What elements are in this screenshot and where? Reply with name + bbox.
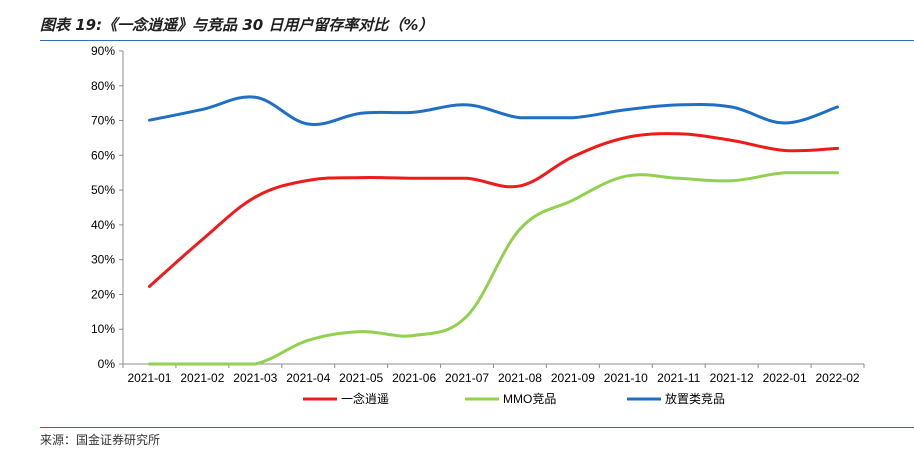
legend-label: 放置类竞品 (665, 391, 725, 406)
y-tick-label: 10% (91, 322, 115, 336)
source-note: 来源：国金证券研究所 (40, 433, 161, 447)
series-line-1 (147, 132, 840, 288)
x-tick-label: 2021-08 (498, 371, 542, 385)
y-tick-label: 90% (91, 44, 115, 58)
y-tick-label: 60% (91, 148, 115, 162)
source-rule (40, 427, 914, 428)
x-tick-label: 2021-04 (286, 371, 330, 385)
series-line-3 (147, 95, 840, 126)
x-tick-label: 2021-10 (604, 371, 648, 385)
x-tick-label: 2021-05 (339, 371, 383, 385)
caption-rule (40, 40, 914, 41)
x-tick-label: 2021-03 (233, 371, 277, 385)
y-tick-label: 80% (91, 79, 115, 93)
x-tick-label: 2022-02 (816, 371, 860, 385)
y-tick-label: 30% (91, 253, 115, 267)
y-tick-label: 50% (91, 183, 115, 197)
figure-caption: 图表 19:《一念逍遥》与竞品 30 日用户留存率对比（%） (40, 0, 914, 46)
y-tick-label: 0% (98, 357, 116, 371)
line-chart: 0% 10% 20% 30% 40% 50% 60% 70% 80% 90% 2021-01 2021… (91, 44, 865, 406)
y-tick-label: 20% (91, 287, 115, 301)
caption-text: 图表 19:《一念逍遥》与竞品 30 日用户留存率对比（%） (40, 16, 434, 34)
x-tick-label: 2021-02 (180, 371, 224, 385)
x-tick-label: 2021-12 (710, 371, 754, 385)
x-tick-label: 2021-11 (657, 371, 700, 385)
y-tick-label: 70% (91, 114, 115, 128)
y-tick-label: 40% (91, 218, 115, 232)
legend-label: 一念逍遥 (341, 391, 389, 406)
x-tick-label: 2021-06 (392, 371, 436, 385)
x-tick-label: 2021-07 (445, 371, 489, 385)
legend-label: MMO竞品 (503, 392, 556, 406)
x-tick-label: 2021-01 (127, 371, 171, 385)
x-tick-label: 2021-09 (551, 371, 595, 385)
series-line-2 (147, 171, 840, 366)
x-tick-label: 2022-01 (763, 371, 807, 385)
